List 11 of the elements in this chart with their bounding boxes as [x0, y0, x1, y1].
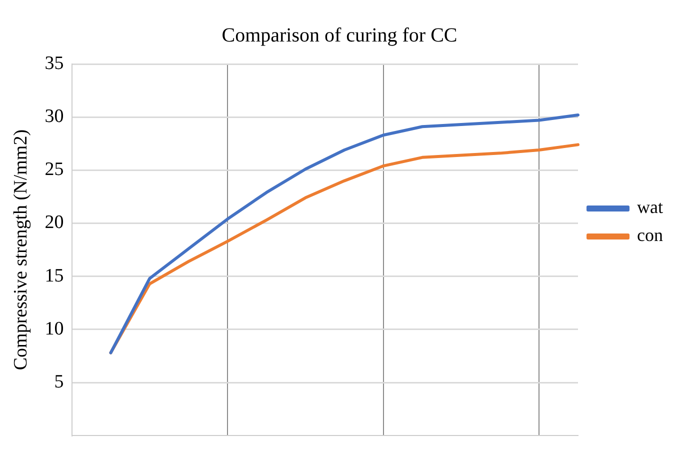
- y-axis-title: Compressive strength (N/mm2): [10, 129, 32, 370]
- y-tick-label: 35: [44, 52, 64, 74]
- y-tick-label: 5: [54, 372, 64, 392]
- y-tick-label: 25: [44, 159, 64, 180]
- y-tick-label: 15: [44, 265, 64, 286]
- legend-label: con: [637, 225, 664, 246]
- y-tick-label: 20: [44, 212, 64, 234]
- chart-title: Comparison of curing for CC: [222, 24, 458, 46]
- y-tick-label: 30: [44, 106, 64, 128]
- legend-label: wat: [637, 197, 664, 218]
- y-tick-label: 10: [44, 318, 64, 340]
